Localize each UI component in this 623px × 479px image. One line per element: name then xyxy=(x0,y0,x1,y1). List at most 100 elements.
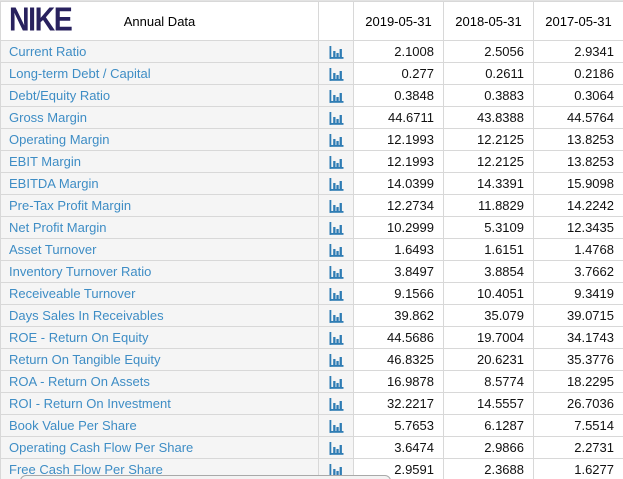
metric-link[interactable]: Return On Tangible Equity xyxy=(9,352,161,367)
value-cell: 0.3064 xyxy=(533,84,623,107)
value-cell: 35.3776 xyxy=(533,348,623,371)
metric-link[interactable]: Current Ratio xyxy=(9,44,87,59)
bar-chart-icon xyxy=(329,112,343,125)
metric-link[interactable]: Debt/Equity Ratio xyxy=(9,88,111,103)
annual-data-label: Annual Data xyxy=(123,13,196,29)
bar-chart-icon xyxy=(329,156,343,169)
value-cell: 44.5686 xyxy=(353,326,444,349)
open-chart-button[interactable] xyxy=(329,398,344,411)
open-chart-button[interactable] xyxy=(329,442,344,455)
value-cell: 6.1287 xyxy=(443,414,534,437)
value-cell: 2.1008 xyxy=(353,40,444,63)
open-chart-button[interactable] xyxy=(329,288,344,301)
bar-chart-icon xyxy=(329,332,343,345)
value-cell: 5.3109 xyxy=(443,216,534,239)
value-cell: 2.3688 xyxy=(443,458,534,479)
value-cell: 10.2999 xyxy=(353,216,444,239)
bar-chart-icon xyxy=(329,354,343,367)
value-cell: 12.1993 xyxy=(353,150,444,173)
value-cell: 44.5764 xyxy=(533,106,623,129)
table-row: Free Cash Flow Per Share 2.9591 2.3688 1… xyxy=(0,458,623,479)
open-chart-button[interactable] xyxy=(329,332,344,345)
value-cell: 20.6231 xyxy=(443,348,534,371)
open-chart-button[interactable] xyxy=(329,200,344,213)
table-row: Operating Margin 12.1993 12.2125 13.8253 xyxy=(0,128,623,151)
open-chart-button[interactable] xyxy=(329,112,344,125)
bar-chart-icon xyxy=(329,266,343,279)
table-row: Gross Margin 44.6711 43.8388 44.5764 xyxy=(0,106,623,129)
value-cell: 11.8829 xyxy=(443,194,534,217)
value-cell: 2.9591 xyxy=(353,458,444,479)
metric-link[interactable]: Net Profit Margin xyxy=(9,220,107,235)
metric-link[interactable]: Book Value Per Share xyxy=(9,418,137,433)
metric-link[interactable]: Asset Turnover xyxy=(9,242,97,257)
value-cell: 2.9866 xyxy=(443,436,534,459)
open-chart-button[interactable] xyxy=(329,420,344,433)
value-cell: 14.2242 xyxy=(533,194,623,217)
bar-chart-icon xyxy=(329,90,343,103)
metric-link[interactable]: Gross Margin xyxy=(9,110,88,125)
value-cell: 3.6474 xyxy=(353,436,444,459)
bar-chart-icon xyxy=(329,310,343,323)
metric-link[interactable]: Operating Margin xyxy=(9,132,110,147)
open-chart-button[interactable] xyxy=(329,354,344,367)
open-chart-button[interactable] xyxy=(329,156,344,169)
open-chart-button[interactable] xyxy=(329,310,344,323)
value-cell: 15.9098 xyxy=(533,172,623,195)
open-chart-button[interactable] xyxy=(329,178,344,191)
value-cell: 0.3848 xyxy=(353,84,444,107)
table-row: Long-term Debt / Capital 0.277 0.2611 0.… xyxy=(0,62,623,85)
table-row: Asset Turnover 1.6493 1.6151 1.4768 xyxy=(0,238,623,261)
metric-link[interactable]: ROA - Return On Assets xyxy=(9,374,150,389)
metric-link[interactable]: EBIT Margin xyxy=(9,154,82,169)
metric-link[interactable]: EBITDA Margin xyxy=(9,176,99,191)
value-cell: 13.8253 xyxy=(533,128,623,151)
bar-chart-icon xyxy=(329,442,343,455)
metric-link[interactable]: ROI - Return On Investment xyxy=(9,396,171,411)
metric-link[interactable]: Inventory Turnover Ratio xyxy=(9,264,152,279)
value-cell: 32.2217 xyxy=(353,392,444,415)
metric-link[interactable]: ROE - Return On Equity xyxy=(9,330,149,345)
table-row: Receiveable Turnover 9.1566 10.4051 9.34… xyxy=(0,282,623,305)
value-cell: 26.7036 xyxy=(533,392,623,415)
value-cell: 3.8497 xyxy=(353,260,444,283)
value-cell: 18.2295 xyxy=(533,370,623,393)
bar-chart-icon xyxy=(329,46,343,59)
metric-link[interactable]: Free Cash Flow Per Share xyxy=(9,462,163,477)
value-cell: 16.9878 xyxy=(353,370,444,393)
open-chart-button[interactable] xyxy=(329,68,344,81)
metric-link[interactable]: Operating Cash Flow Per Share xyxy=(9,440,194,455)
open-chart-button[interactable] xyxy=(329,376,344,389)
open-chart-button[interactable] xyxy=(329,90,344,103)
open-chart-button[interactable] xyxy=(329,244,344,257)
value-cell: 12.2125 xyxy=(443,128,534,151)
table-row: Debt/Equity Ratio 0.3848 0.3883 0.3064 xyxy=(0,84,623,107)
metric-link[interactable]: Pre-Tax Profit Margin xyxy=(9,198,132,213)
table-row: EBIT Margin 12.1993 12.2125 13.8253 xyxy=(0,150,623,173)
value-cell: 39.0715 xyxy=(533,304,623,327)
value-cell: 2.5056 xyxy=(443,40,534,63)
metric-link[interactable]: Long-term Debt / Capital xyxy=(9,66,151,81)
open-chart-button[interactable] xyxy=(329,222,344,235)
open-chart-button[interactable] xyxy=(329,266,344,279)
horizontal-scrollbar[interactable] xyxy=(20,475,391,479)
open-chart-button[interactable] xyxy=(329,46,344,59)
value-cell: 0.2186 xyxy=(533,62,623,85)
table-row: ROA - Return On Assets 16.9878 8.5774 18… xyxy=(0,370,623,393)
header-annual-data-cell: NIKE Annual Data xyxy=(0,1,319,41)
table-row: Inventory Turnover Ratio 3.8497 3.8854 3… xyxy=(0,260,623,283)
value-cell: 0.277 xyxy=(353,62,444,85)
table-row: EBITDA Margin 14.0399 14.3391 15.9098 xyxy=(0,172,623,195)
bar-chart-icon xyxy=(329,288,343,301)
metric-link[interactable]: Receiveable Turnover xyxy=(9,286,136,301)
table-row: ROI - Return On Investment 32.2217 14.55… xyxy=(0,392,623,415)
header-row: NIKE Annual Data 2019-05-31 2018-05-31 2… xyxy=(0,1,623,41)
open-chart-button[interactable] xyxy=(329,134,344,147)
value-cell: 9.3419 xyxy=(533,282,623,305)
value-cell: 7.5514 xyxy=(533,414,623,437)
header-chart-column xyxy=(318,1,354,41)
metric-link[interactable]: Days Sales In Receivables xyxy=(9,308,164,323)
value-cell: 14.0399 xyxy=(353,172,444,195)
value-cell: 12.3435 xyxy=(533,216,623,239)
